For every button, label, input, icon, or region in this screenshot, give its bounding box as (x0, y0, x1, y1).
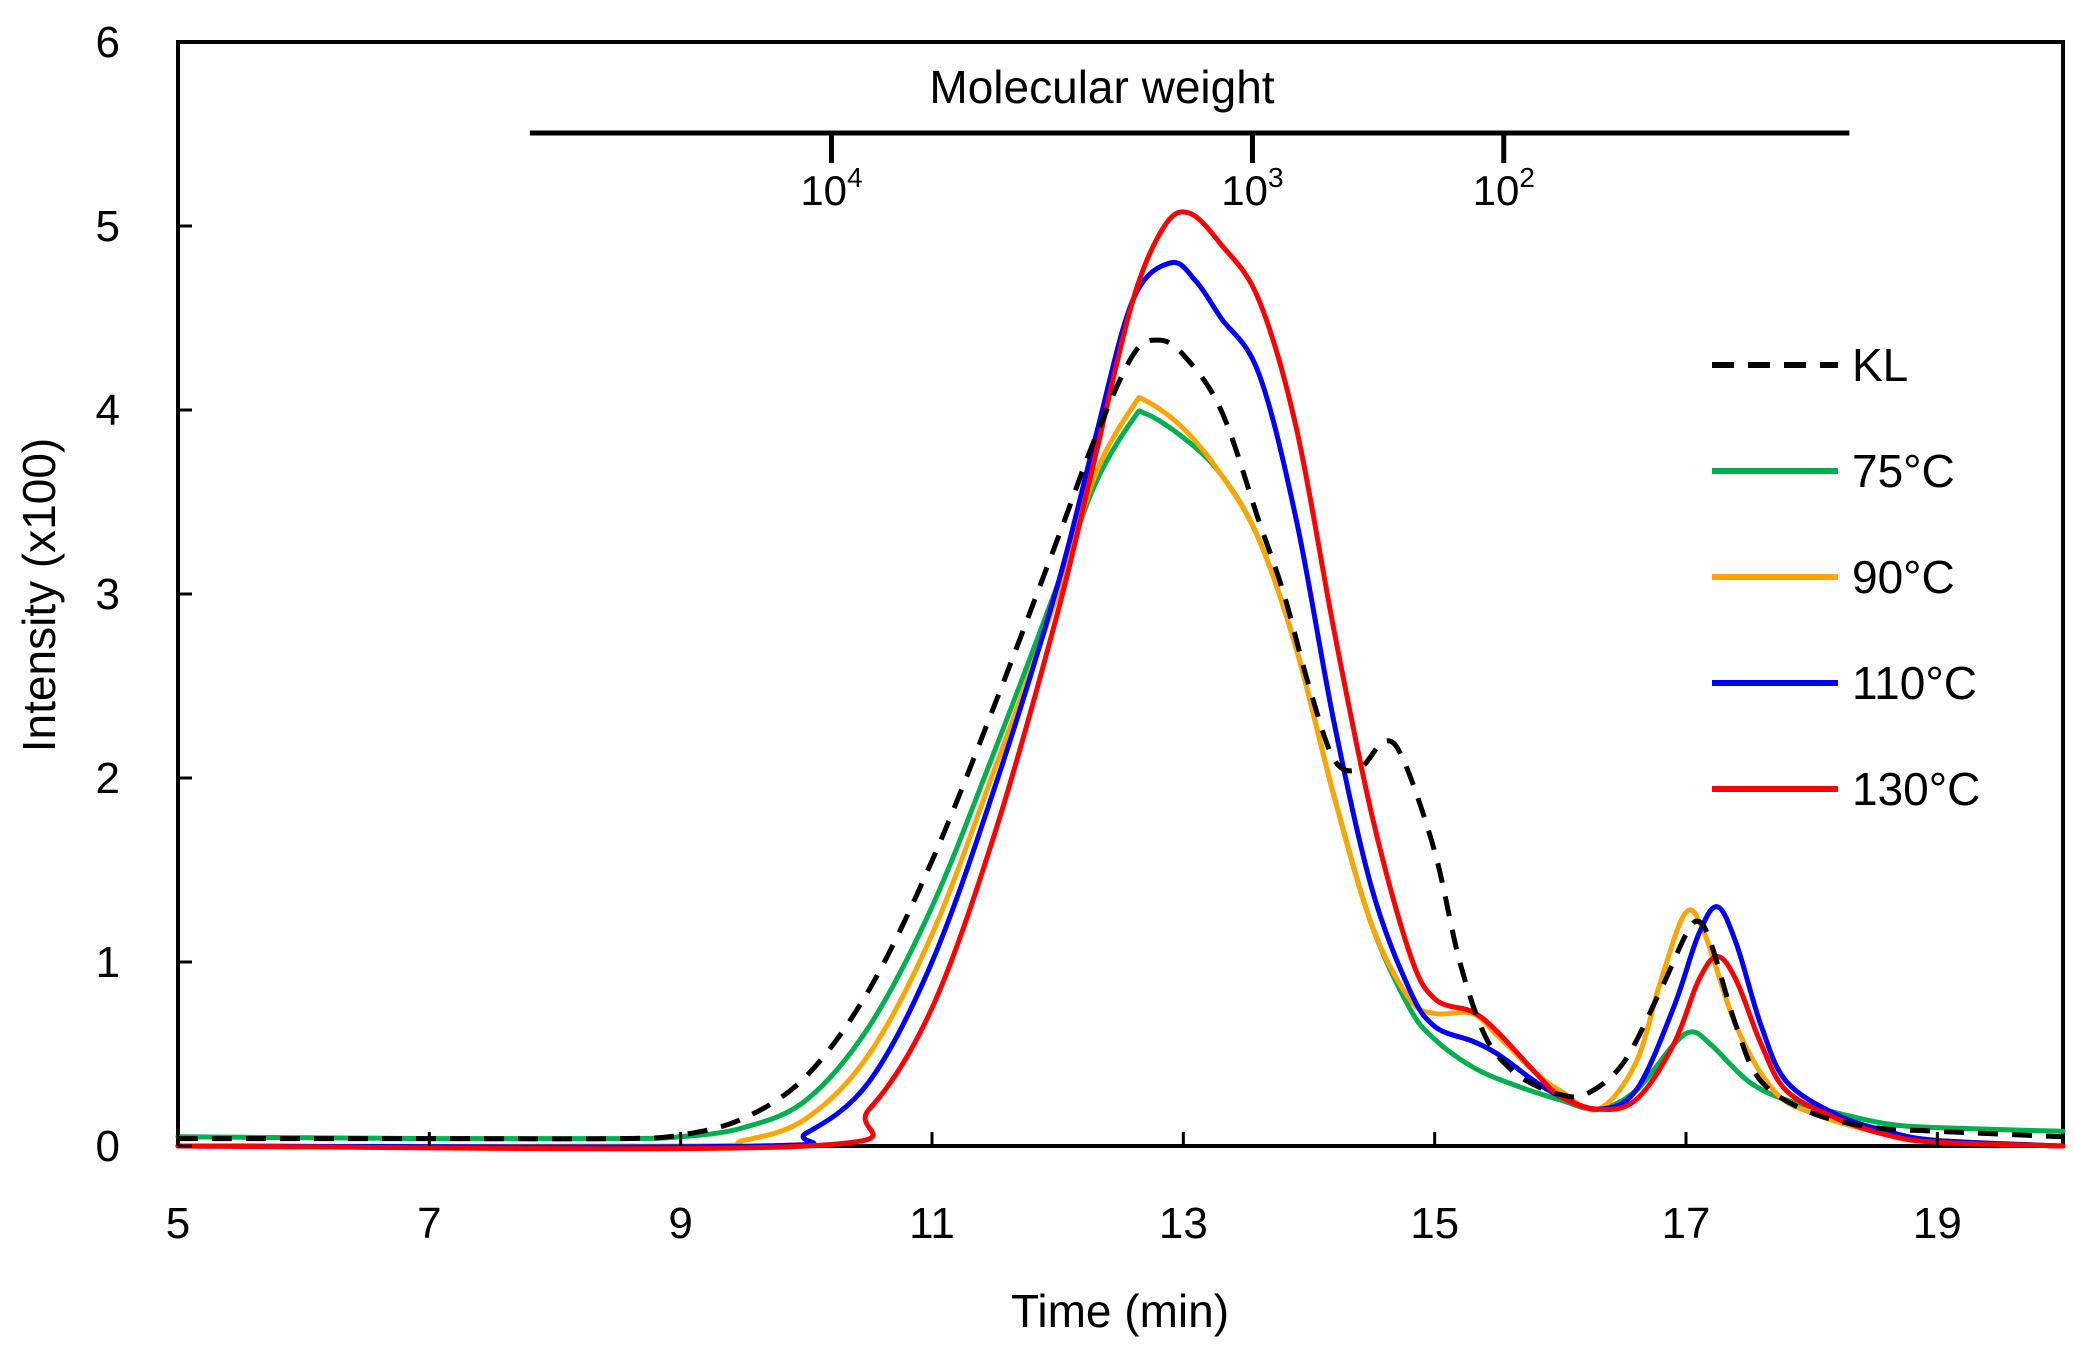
molecular-weight-tick-base: 10 (1473, 167, 1520, 214)
x-tick-label: 11 (909, 1199, 955, 1248)
x-axis-title: Time (min) (1011, 1285, 1229, 1337)
molecular-weight-tick-exponent: 4 (847, 162, 863, 193)
legend-label: 90°C (1852, 551, 1955, 603)
series-line-90c (175, 395, 2066, 1149)
x-tick-label: 13 (1159, 1199, 1208, 1248)
legend: KL 75°C 90°C 110°C 130°C (1712, 339, 1980, 815)
plot-frame (176, 40, 2065, 1148)
x-tick-label: 7 (417, 1199, 441, 1248)
x-tick-label: 17 (1662, 1199, 1711, 1248)
molecular-weight-title: Molecular weight (929, 61, 1274, 113)
legend-label: 110°C (1852, 657, 1977, 709)
legend-label: 130°C (1852, 763, 1980, 815)
plot-area (176, 40, 2065, 1148)
y-tick-label: 2 (96, 754, 120, 803)
molecular-weight-tick-label: 104 (800, 162, 862, 214)
molecular-weight-tick-base: 10 (800, 167, 847, 214)
series-layer (175, 209, 2066, 1152)
x-tick-label: 9 (668, 1199, 692, 1248)
series-line-130c (175, 209, 2066, 1152)
y-tick-label: 4 (96, 386, 120, 435)
x-tick-label: 5 (166, 1199, 190, 1248)
molecular-weight-tick-exponent: 2 (1519, 162, 1535, 193)
molecular-weight-axis: Molecular weight 104 103 102 (529, 61, 1850, 214)
series-line-kl (178, 337, 2064, 1142)
y-axis-title: Intensity (x100) (13, 438, 65, 752)
x-tick-label: 15 (1410, 1199, 1459, 1248)
x-tick-label: 19 (1913, 1199, 1962, 1248)
y-tick-label: 1 (96, 938, 120, 987)
molecular-weight-tick-base: 10 (1221, 167, 1268, 214)
series-line-110c (175, 259, 2066, 1150)
legend-label: KL (1852, 339, 1908, 391)
y-tick-label: 6 (96, 18, 120, 67)
molecular-weight-tick-label: 103 (1221, 162, 1283, 214)
x-axis-ticks: 5 7 9 11 13 15 17 19 (166, 1132, 1962, 1248)
y-tick-label: 5 (96, 202, 120, 251)
molecular-weight-tick-exponent: 3 (1268, 162, 1284, 193)
y-axis-ticks: 0 1 2 3 4 5 6 (96, 18, 192, 1171)
molecular-weight-tick-label: 102 (1473, 162, 1535, 214)
y-tick-label: 0 (96, 1122, 120, 1171)
y-tick-label: 3 (96, 570, 120, 619)
series-line-75c (175, 408, 2066, 1142)
legend-label: 75°C (1852, 445, 1955, 497)
